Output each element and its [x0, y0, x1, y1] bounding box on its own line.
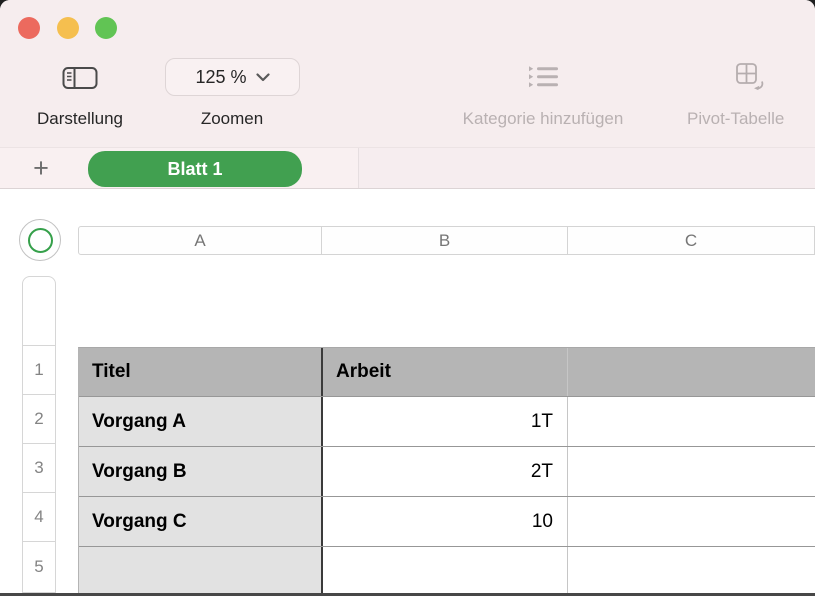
table-row: [79, 547, 815, 593]
table-row: Vorgang B 2T: [79, 447, 815, 497]
zoom-value: 125 %: [195, 66, 247, 87]
sheet-tab-blatt-1[interactable]: Blatt 1: [88, 151, 302, 187]
table-row: Vorgang A 1T: [79, 397, 815, 447]
cell-c1[interactable]: [568, 348, 815, 396]
pivot-table-label: Pivot-Tabelle: [687, 109, 785, 128]
select-all-button[interactable]: [19, 219, 61, 261]
zoom-button-label: Zoomen: [200, 109, 264, 128]
table-row-header: Titel Arbeit: [79, 348, 815, 397]
toolbar: Darstellung 125 % Zoomen: [0, 0, 815, 147]
row-header-5[interactable]: 5: [22, 541, 56, 593]
sheet-tab-bar: + Blatt 1: [0, 147, 815, 189]
cell-c3[interactable]: [568, 447, 815, 496]
cell-b2[interactable]: 1T: [323, 397, 568, 446]
close-button[interactable]: [18, 17, 40, 39]
row-header-spacer: [22, 276, 56, 346]
column-header-bar: A B C: [78, 226, 815, 255]
cell-b3[interactable]: 2T: [323, 447, 568, 496]
sidebar-icon: [62, 67, 98, 89]
column-header-a[interactable]: A: [78, 226, 322, 255]
row-header-4[interactable]: 4: [22, 492, 56, 542]
cell-a2[interactable]: Vorgang A: [79, 397, 323, 446]
select-all-circle-icon: [27, 227, 53, 253]
cell-c4[interactable]: [568, 497, 815, 546]
add-sheet-button[interactable]: +: [33, 152, 49, 183]
view-button-label: Darstellung: [37, 109, 123, 128]
chevron-down-icon: [255, 72, 270, 81]
data-table: Titel Arbeit Vorgang A 1T Vorgang B 2T V…: [78, 347, 815, 593]
row-header-2[interactable]: 2: [22, 394, 56, 444]
category-list-icon: [529, 66, 558, 88]
cell-a1[interactable]: Titel: [79, 348, 323, 396]
add-category-label: Kategorie hinzufügen: [462, 109, 624, 128]
cell-a4[interactable]: Vorgang C: [79, 497, 323, 546]
sheet-tab-bar-spacer: [358, 148, 815, 188]
cell-a5[interactable]: [79, 547, 323, 593]
cell-c5[interactable]: [568, 547, 815, 593]
row-header-3[interactable]: 3: [22, 443, 56, 493]
sheet-tab-label: Blatt 1: [167, 158, 223, 179]
cell-a3[interactable]: Vorgang B: [79, 447, 323, 496]
column-header-b[interactable]: B: [321, 226, 568, 255]
pivot-table-icon: [736, 63, 764, 91]
row-header-bar: 1 2 3 4 5: [22, 276, 56, 593]
fullscreen-button[interactable]: [95, 17, 117, 39]
window-bottom-edge: [0, 593, 815, 596]
zoom-dropdown[interactable]: 125 %: [165, 58, 300, 96]
cell-c2[interactable]: [568, 397, 815, 446]
table-row: Vorgang C 10: [79, 497, 815, 547]
cell-b4[interactable]: 10: [323, 497, 568, 546]
minimize-button[interactable]: [57, 17, 79, 39]
column-header-c[interactable]: C: [567, 226, 815, 255]
row-header-1[interactable]: 1: [22, 345, 56, 395]
cell-b1[interactable]: Arbeit: [323, 348, 568, 396]
spreadsheet-canvas: A B C 1 2 3 4 5 Titel Arbeit Vorgang: [0, 190, 815, 593]
cell-b5[interactable]: [323, 547, 568, 593]
